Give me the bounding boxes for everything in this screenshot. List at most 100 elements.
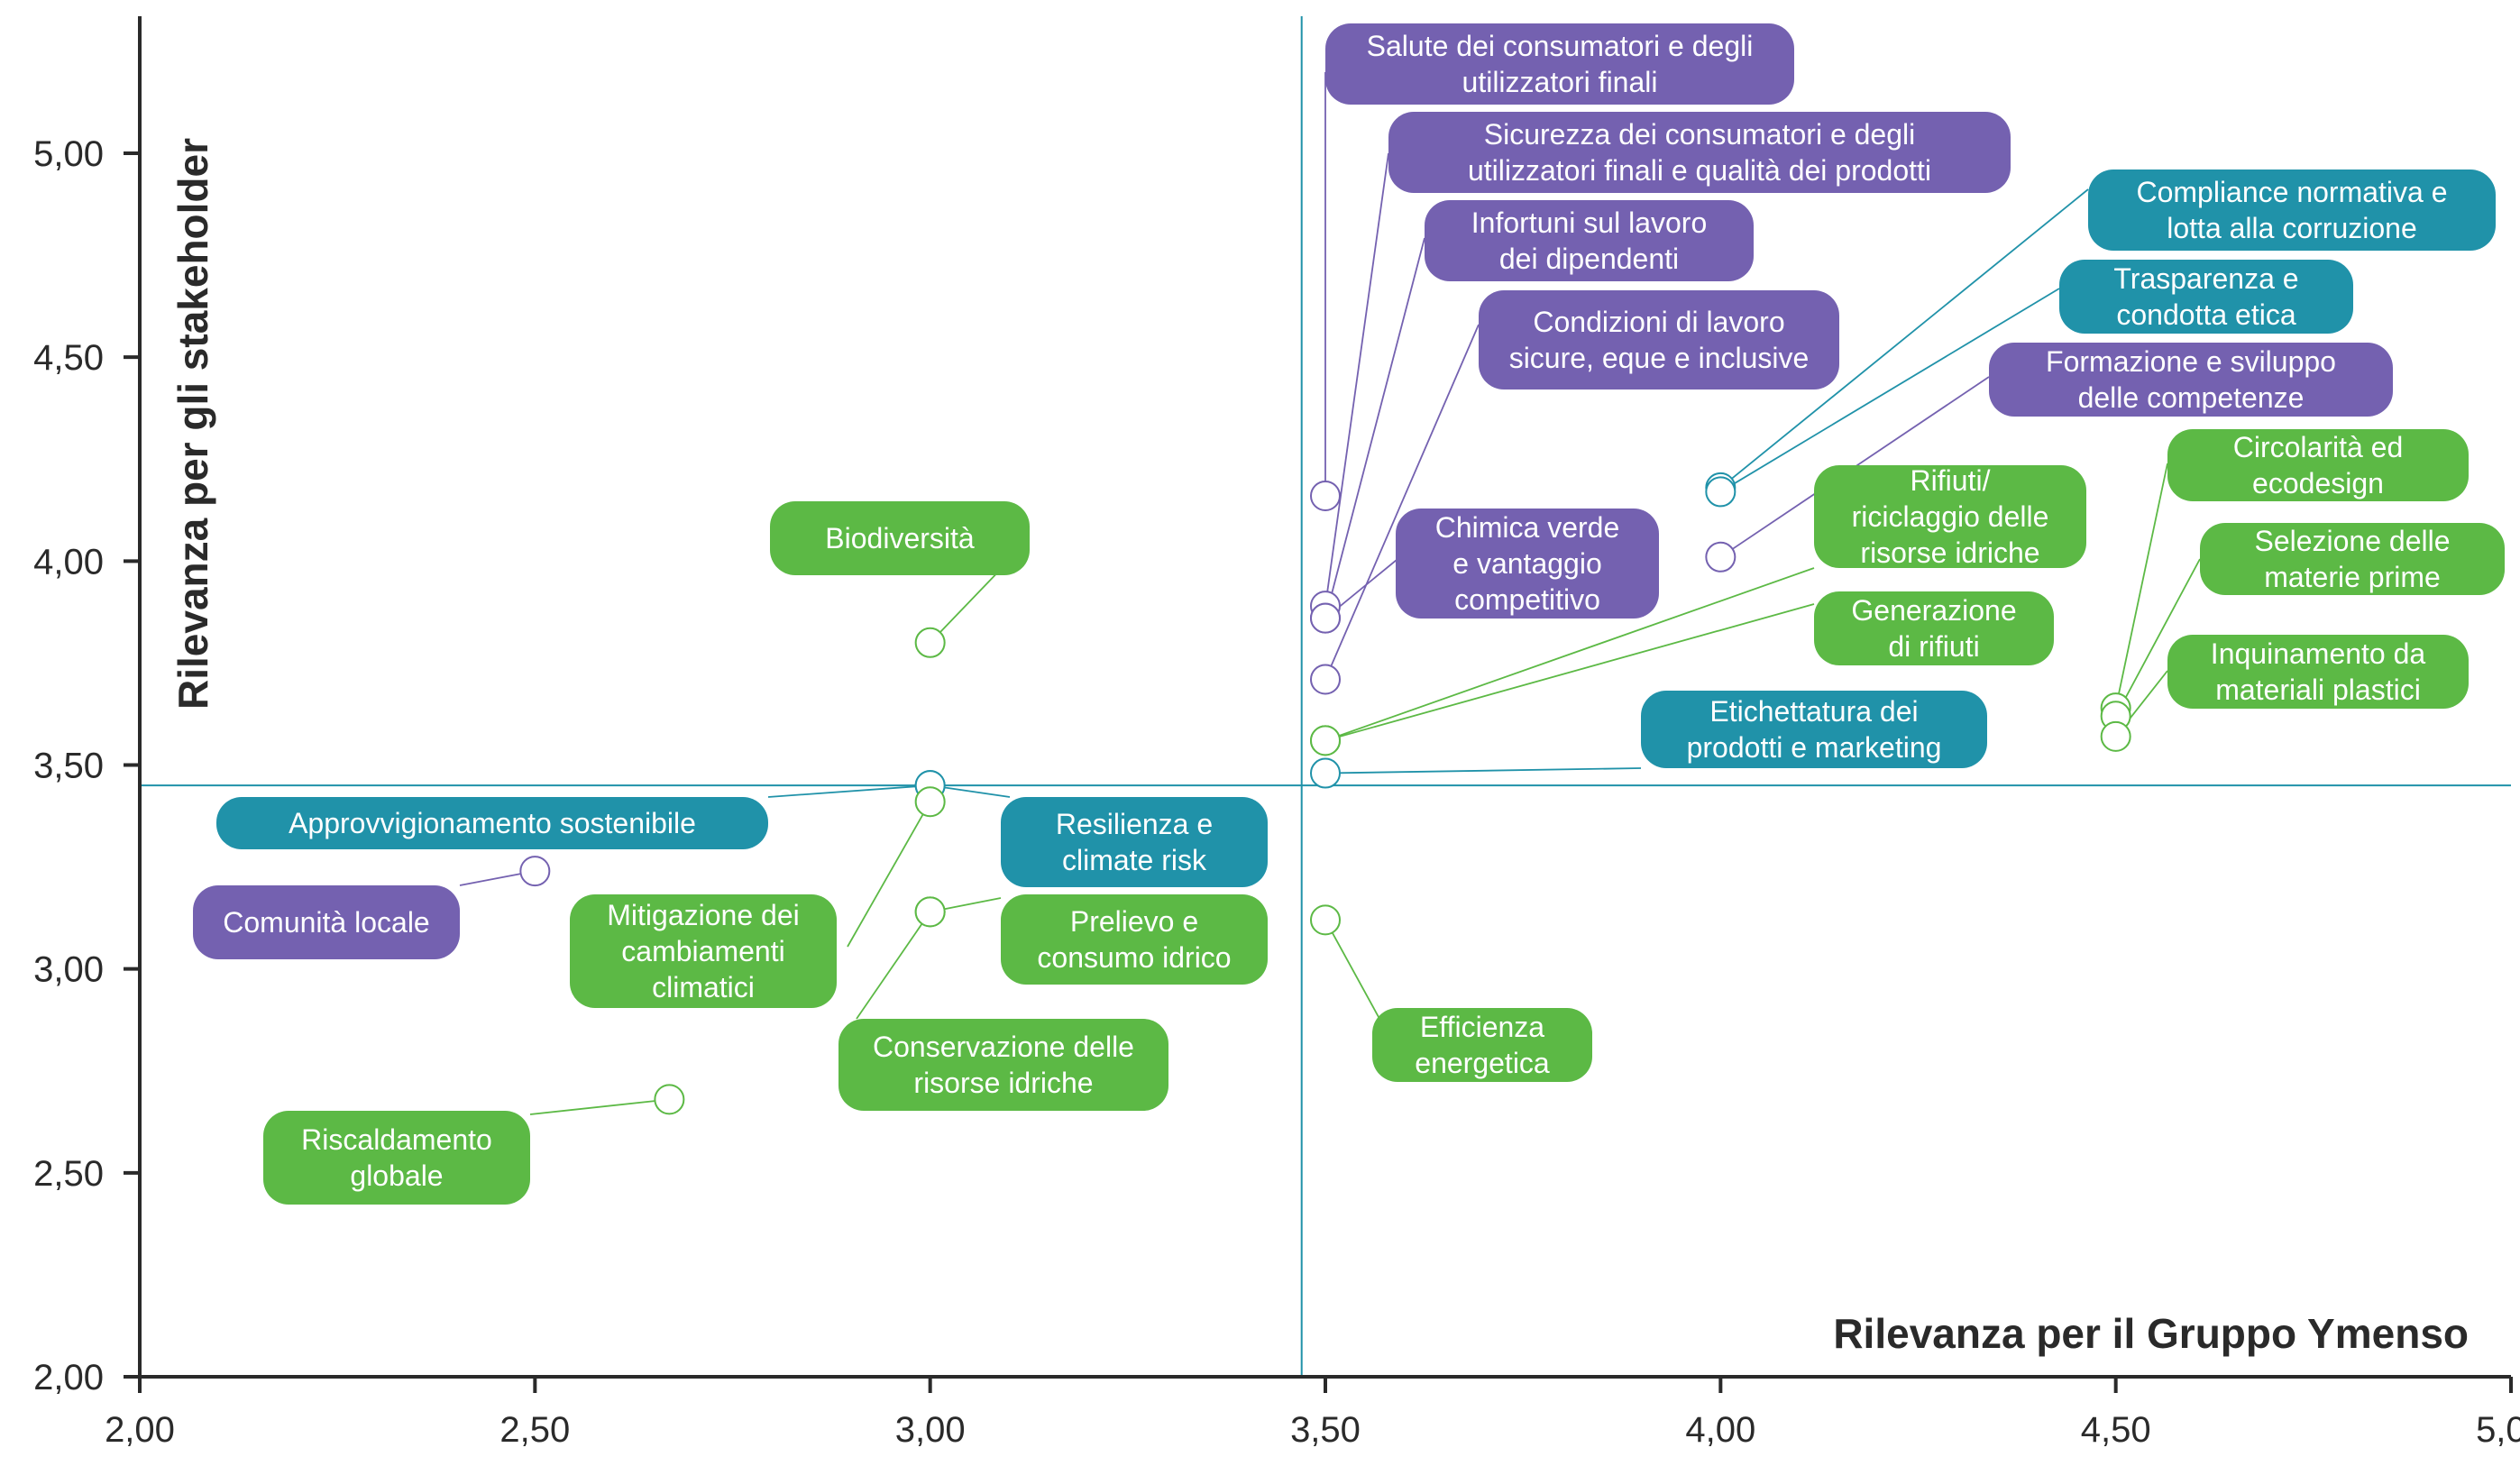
connector-line [767, 784, 930, 798]
callout-label: ecodesign [2252, 467, 2384, 499]
callout-label: Generazione [1851, 594, 2016, 627]
callout: Approvvigionamento sostenibile [216, 797, 768, 849]
callout-label: Prelievo e [1070, 905, 1198, 938]
callout-box [193, 885, 460, 959]
y-tick-label: 4,50 [33, 338, 104, 378]
x-tick-label: 2,50 [499, 1410, 570, 1450]
callout-label: utilizzatori finali e qualità dei prodot… [1468, 154, 1931, 187]
y-tick-label: 5,00 [33, 134, 104, 174]
callout-label: e vantaggio [1452, 547, 1601, 580]
y-tick-label: 2,50 [33, 1154, 104, 1194]
callout-label: Comunità locale [223, 906, 429, 939]
callout-label: globale [350, 1159, 443, 1192]
data-point [1310, 757, 1341, 789]
callout-label: Rifiuti/ [1911, 464, 1991, 497]
connector-line [1719, 288, 2060, 493]
callout: Comunità locale [193, 885, 460, 959]
y-tick-label: 3,00 [33, 950, 104, 990]
callout-box [1814, 591, 2054, 665]
callout: Selezione delle materie prime [2200, 523, 2505, 595]
callout-label: Resilienza e [1056, 808, 1213, 840]
x-tick-label: 2,00 [105, 1410, 175, 1450]
callout-label: Etichettatura dei [1709, 695, 1918, 728]
callout-box [1814, 465, 2086, 568]
callout: Biodiversità [770, 501, 1030, 575]
callout-label: Selezione delle [2254, 525, 2450, 557]
data-markers [519, 472, 2131, 1115]
callout-box [770, 501, 1030, 575]
connector-line [847, 801, 931, 948]
callout-box [2167, 635, 2469, 709]
y-axis-title: Rilevanza per gli stakeholder [170, 138, 216, 710]
callout-box [1396, 509, 1659, 619]
callout-label: Infortuni sul lavoro [1471, 206, 1707, 239]
callout-box [1001, 797, 1268, 887]
callout-label: Condizioni di lavoro [1533, 306, 1784, 338]
callout: Efficienza energetica [1372, 1008, 1592, 1082]
x-tick-label: 4,00 [1685, 1410, 1755, 1450]
data-point [1310, 904, 1341, 936]
data-point [1310, 664, 1341, 695]
callout-label: cambiamenti [621, 935, 784, 967]
connector-line [1324, 603, 1815, 742]
callout-box [1641, 691, 1987, 768]
callout-label: utilizzatori finali [1462, 66, 1658, 98]
callout-label: riciclaggio delle [1852, 500, 2049, 533]
callout-label: Formazione e sviluppo [2046, 345, 2336, 378]
callout-label: dei dipendenti [1499, 243, 1679, 275]
callout-label: Inquinamento da [2211, 637, 2426, 670]
callout-label: energetica [1415, 1047, 1550, 1079]
callout-box [2059, 260, 2353, 334]
callout: Mitigazione dei cambiamenti climatici [570, 894, 837, 1008]
connector-line [1324, 237, 1425, 619]
callout: Inquinamento da materiali plastici [2167, 635, 2469, 709]
x-tick-label: 3,50 [1290, 1410, 1361, 1450]
data-point [519, 856, 551, 887]
x-tick-label: 5,00 [2476, 1410, 2520, 1450]
callout: Circolarità ed ecodesign [2167, 429, 2469, 501]
y-tick-label: 4,00 [33, 542, 104, 582]
callout-label: materiali plastici [2215, 674, 2421, 706]
callout-label: climatici [652, 971, 755, 1003]
y-tick-label: 3,50 [33, 747, 104, 786]
x-axis-title: Rilevanza per il Gruppo Ymenso [1833, 1310, 2469, 1357]
callout-box [1325, 23, 1794, 105]
callout-label: condotta etica [2116, 298, 2295, 331]
callout: Sicurezza dei consumatori e degliutilizz… [1388, 112, 2011, 193]
callout-box [263, 1111, 530, 1205]
callout-label: Biodiversità [825, 522, 975, 554]
axes: 2,00 2,50 3,00 3,50 4,00 4,50 5,00 2,00 2,50 3,00… [33, 16, 2520, 1450]
x-tick-label: 3,00 [895, 1410, 966, 1450]
callout-label: Riscaldamento [301, 1123, 492, 1156]
callout-box [1372, 1008, 1592, 1082]
data-point [654, 1084, 685, 1115]
callout-box [1425, 200, 1754, 281]
callout-label: prodotti e marketing [1687, 731, 1942, 764]
callout-label: consumo idrico [1037, 941, 1231, 974]
connector-line [2114, 463, 2168, 709]
callout-label: di rifiuti [1888, 630, 1979, 663]
data-point [1310, 725, 1341, 756]
x-tick-label: 4,50 [2081, 1410, 2151, 1450]
callout-label: risorse idriche [1860, 536, 2039, 569]
connector-line [1324, 152, 1389, 607]
y-tick-label: 2,00 [33, 1358, 104, 1397]
callout-box [2167, 429, 2469, 501]
callout-label: competitivo [1454, 583, 1600, 616]
connector-line [2114, 558, 2201, 717]
data-point [1310, 480, 1341, 511]
callout: Condizioni di lavoro sicure, eque e inclu… [1479, 290, 1839, 389]
callout-box [838, 1019, 1168, 1111]
callout-label: Compliance normativa e [2136, 176, 2447, 208]
data-point [914, 896, 946, 928]
callout: Resilienza e climate risk [1001, 797, 1268, 887]
callout-label: climate risk [1062, 844, 1207, 876]
connector-line [1324, 767, 1642, 774]
callout: Conservazione delle risorse idriche [838, 1019, 1168, 1111]
